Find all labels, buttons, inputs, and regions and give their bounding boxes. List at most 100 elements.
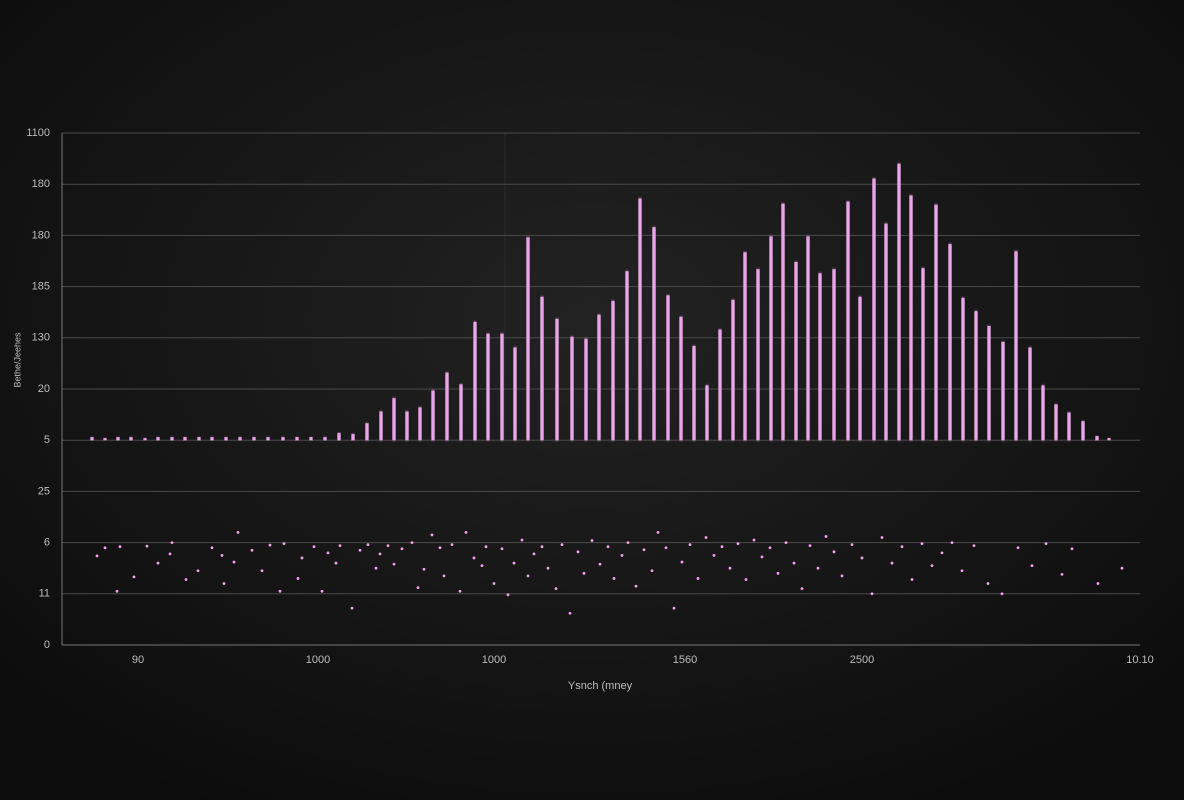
bar: [295, 437, 299, 441]
bar: [974, 311, 978, 441]
bar: [170, 437, 174, 441]
y-tick-label: 25: [38, 485, 50, 497]
dot: [1070, 547, 1074, 551]
dot: [560, 543, 564, 547]
bar: [743, 252, 747, 441]
dot: [366, 543, 370, 547]
dot: [680, 560, 684, 564]
dot: [930, 564, 934, 568]
dot: [326, 551, 330, 555]
dot: [492, 582, 496, 585]
bar: [897, 163, 901, 441]
bar: [781, 203, 785, 441]
dot: [358, 548, 362, 552]
dot: [95, 554, 99, 558]
bar: [459, 384, 463, 441]
dot: [612, 577, 616, 580]
dot: [1096, 582, 1100, 585]
dot: [582, 571, 586, 575]
dot: [232, 560, 236, 564]
dot: [950, 541, 954, 544]
bar: [351, 434, 355, 441]
dot: [960, 569, 964, 573]
y-tick-label: 1100: [26, 127, 50, 139]
dot: [860, 556, 864, 560]
dot: [1030, 564, 1034, 568]
bar: [597, 314, 601, 441]
dot: [620, 554, 624, 557]
dot: [430, 533, 434, 537]
x-tick-label: 90: [132, 654, 144, 666]
x-axis-label: Ysnch (mney: [568, 680, 633, 692]
bar: [1001, 341, 1005, 441]
bar: [1081, 421, 1085, 441]
dot: [450, 543, 454, 547]
dot: [792, 561, 796, 565]
bar: [818, 273, 822, 441]
bar: [116, 437, 120, 441]
dot: [282, 542, 286, 546]
x-tick-label: 1000: [482, 654, 506, 666]
bar: [323, 437, 327, 441]
dot: [480, 564, 484, 568]
y-tick-label: 180: [32, 178, 50, 190]
dot: [115, 589, 119, 593]
dot: [296, 577, 300, 580]
bar: [143, 438, 147, 441]
dot: [920, 542, 924, 546]
bar: [846, 201, 850, 441]
dot: [800, 587, 804, 591]
dot: [656, 530, 660, 534]
y-tick-label: 5: [44, 434, 50, 446]
bar: [666, 295, 670, 441]
dot: [554, 587, 558, 591]
dot: [1016, 546, 1020, 550]
bar: [526, 237, 530, 441]
dot: [350, 606, 354, 610]
dot: [103, 546, 107, 550]
dot: [464, 530, 468, 534]
dot: [776, 571, 780, 575]
bar: [418, 407, 422, 441]
y-tick-label: 180: [32, 229, 50, 241]
y-tick-label: 0: [44, 639, 50, 651]
dot: [484, 545, 488, 549]
x-tick-label: 1000: [306, 654, 330, 666]
bar: [769, 236, 773, 441]
dot: [634, 584, 638, 588]
dot: [1044, 542, 1048, 546]
bar: [625, 271, 629, 441]
bar: [445, 372, 449, 441]
bar: [692, 345, 696, 441]
dot: [132, 575, 136, 579]
dot: [1060, 572, 1064, 576]
dot: [688, 543, 692, 547]
bar: [731, 299, 735, 441]
dot: [642, 548, 646, 552]
bar: [129, 437, 133, 441]
dot: [386, 544, 390, 548]
bar: [858, 296, 862, 441]
bar: [832, 269, 836, 441]
dot: [664, 546, 668, 550]
dot: [704, 536, 708, 539]
x-tick-label: 1560: [673, 654, 697, 666]
bar: [948, 244, 952, 441]
bar: [806, 236, 810, 441]
dot: [220, 554, 224, 557]
dot: [832, 550, 836, 554]
bar: [794, 262, 798, 441]
bar: [584, 338, 588, 441]
dot: [744, 578, 748, 581]
dot: [972, 544, 976, 548]
bar: [1095, 436, 1099, 441]
dot: [598, 562, 602, 566]
bar: [570, 336, 574, 441]
dot: [986, 582, 990, 585]
dot: [410, 541, 414, 544]
dot: [500, 547, 504, 551]
dot: [400, 547, 404, 551]
bar: [1028, 347, 1032, 441]
bar: [252, 437, 256, 441]
